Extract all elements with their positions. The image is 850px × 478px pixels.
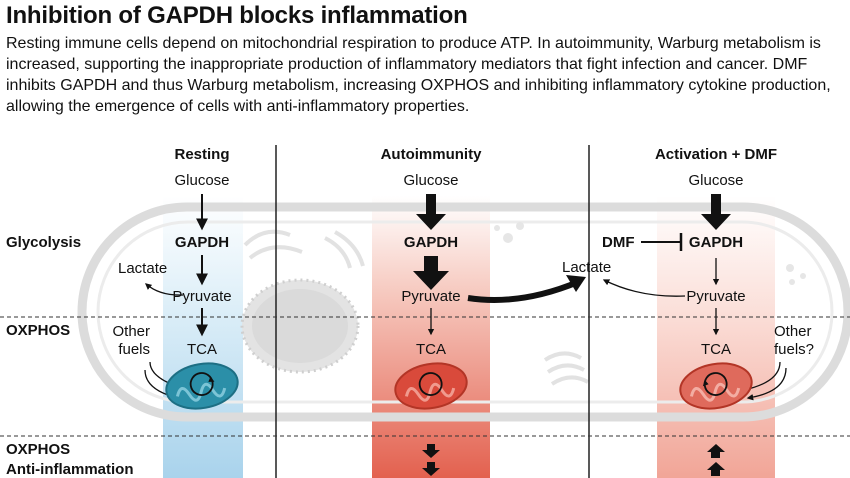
activation-gapdh: GAPDH — [688, 234, 744, 251]
autoimmunity-tca: TCA — [416, 341, 446, 358]
cell-outline — [77, 202, 850, 422]
figure-description: Resting immune cells depend on mitochond… — [6, 35, 831, 115]
resting-gapdh: GAPDH — [174, 234, 230, 251]
row-label-glycolysis: Glycolysis — [6, 234, 82, 251]
resting-other-fuels-line2: fuels — [118, 341, 150, 358]
shared-lactate: Lactate — [562, 259, 612, 276]
resting-lactate: Lactate — [118, 260, 168, 277]
row-label-oxphos: OXPHOS — [6, 322, 71, 339]
mitochondrion-resting — [165, 362, 239, 410]
row-label-anti-inflammation: Anti-inflammation — [6, 461, 134, 478]
autoimmunity-glucose: Glucose — [403, 172, 459, 189]
resting-pyruvate: Pyruvate — [172, 288, 232, 305]
vesicles — [494, 222, 806, 285]
activation-pyruvate: Pyruvate — [686, 288, 746, 305]
autoimmunity-pyruvate: Pyruvate — [401, 288, 461, 305]
activation-other-fuels-line2: fuels? — [774, 341, 815, 358]
mitochondrion-activation — [679, 362, 753, 410]
activation-other-fuels-line1: Other — [774, 323, 812, 340]
resting-tca: TCA — [187, 341, 217, 358]
cell-outline-inner — [96, 220, 834, 404]
resting-band — [163, 196, 243, 478]
activation-dmf: DMF — [602, 234, 635, 251]
heading-autoimmunity: Autoimmunity — [380, 146, 482, 163]
autoimmunity-band — [372, 196, 490, 478]
autoimmunity-gapdh: GAPDH — [403, 234, 459, 251]
resting-other-fuels-line1: Other — [112, 323, 150, 340]
heading-activation-dmf: Activation + DMF — [654, 146, 778, 163]
organelle-decor — [243, 229, 589, 386]
figure-title: Inhibition of GAPDH blocks inflammation — [6, 2, 468, 29]
activation-glucose: Glucose — [688, 172, 744, 189]
activation-tca: TCA — [701, 341, 731, 358]
resting-glucose: Glucose — [174, 172, 230, 189]
row-label-oxphos-bottom: OXPHOS — [6, 441, 71, 458]
heading-resting: Resting — [174, 146, 230, 163]
mitochondrion-autoimmunity — [394, 362, 468, 410]
